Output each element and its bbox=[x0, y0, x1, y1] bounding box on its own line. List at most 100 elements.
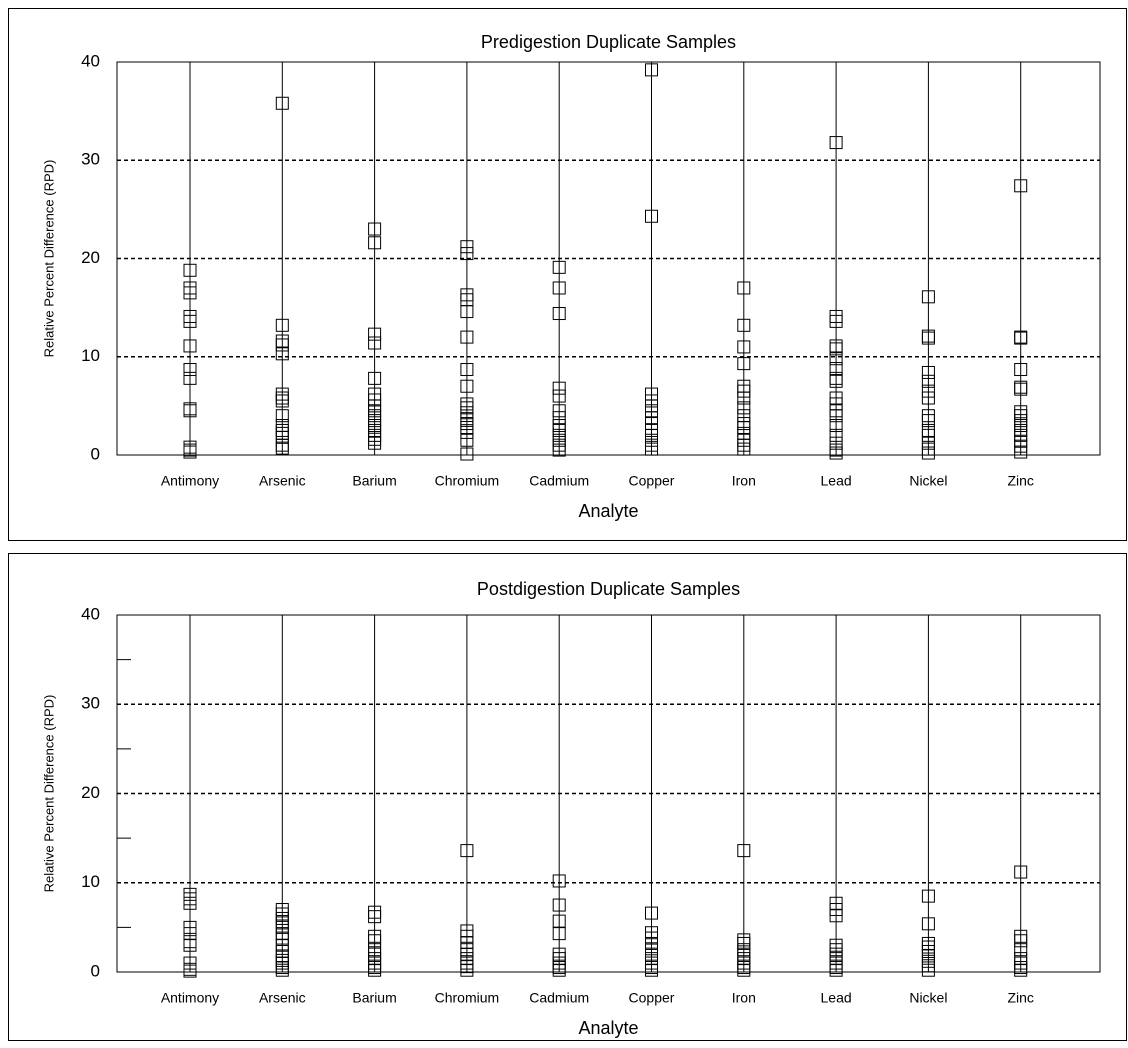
x-axis-label: Analyte bbox=[578, 1018, 638, 1038]
y-axis-label: Relative Percent Difference (RPD) bbox=[41, 695, 56, 893]
point bbox=[183, 371, 197, 385]
point bbox=[460, 425, 474, 439]
x-tick-label: Iron bbox=[732, 990, 756, 1006]
x-tick-label: Arsenic bbox=[259, 473, 306, 489]
point bbox=[183, 445, 197, 459]
point bbox=[183, 339, 197, 353]
point bbox=[275, 347, 289, 361]
point bbox=[183, 363, 197, 377]
point bbox=[552, 381, 566, 395]
point bbox=[737, 963, 751, 977]
point bbox=[275, 394, 289, 408]
y-tick-label: 0 bbox=[91, 444, 100, 463]
point bbox=[737, 442, 751, 456]
point bbox=[1014, 179, 1028, 193]
point bbox=[921, 384, 935, 398]
point bbox=[645, 906, 658, 920]
point bbox=[368, 934, 382, 948]
point bbox=[552, 389, 566, 403]
point bbox=[737, 318, 751, 332]
x-tick-label: Cadmium bbox=[529, 990, 589, 1006]
x-tick-label: Barium bbox=[352, 473, 396, 489]
point bbox=[921, 290, 935, 304]
point bbox=[460, 305, 474, 319]
point bbox=[921, 889, 935, 903]
point bbox=[460, 447, 474, 461]
point bbox=[460, 379, 474, 393]
point bbox=[552, 260, 566, 274]
point bbox=[829, 963, 843, 977]
point bbox=[552, 404, 566, 418]
point bbox=[921, 963, 935, 977]
x-tick-label: Barium bbox=[352, 990, 396, 1006]
point bbox=[737, 401, 751, 415]
point bbox=[460, 363, 474, 377]
point bbox=[1014, 445, 1028, 459]
point bbox=[829, 342, 843, 356]
x-tick-label: Chromium bbox=[435, 990, 500, 1006]
point bbox=[552, 411, 566, 425]
x-tick-label: Nickel bbox=[909, 473, 947, 489]
y-tick-label: 0 bbox=[91, 961, 100, 980]
x-tick-label: Zinc bbox=[1007, 473, 1033, 489]
point bbox=[1014, 934, 1028, 948]
point bbox=[275, 96, 289, 110]
point bbox=[921, 446, 935, 460]
x-tick-label: Lead bbox=[821, 473, 852, 489]
point bbox=[275, 338, 289, 352]
point bbox=[552, 307, 566, 321]
point bbox=[275, 409, 289, 423]
y-tick-label: 40 bbox=[81, 51, 100, 70]
y-tick-label: 20 bbox=[81, 783, 100, 802]
point bbox=[829, 428, 843, 442]
plot-area bbox=[116, 61, 1101, 456]
point bbox=[737, 281, 751, 295]
point bbox=[552, 874, 566, 888]
point bbox=[460, 433, 474, 447]
point bbox=[829, 314, 843, 328]
point bbox=[829, 136, 843, 150]
point bbox=[829, 909, 843, 923]
point bbox=[829, 409, 843, 423]
point bbox=[921, 374, 935, 388]
point bbox=[368, 336, 382, 350]
point bbox=[829, 352, 843, 366]
point bbox=[275, 931, 289, 945]
point bbox=[275, 441, 289, 455]
point bbox=[829, 446, 843, 460]
panel-frame bbox=[8, 553, 1127, 1041]
point bbox=[552, 963, 566, 977]
chart-title: Predigestion Duplicate Samples bbox=[481, 32, 736, 52]
point bbox=[737, 391, 751, 405]
point bbox=[645, 63, 658, 77]
plot-area bbox=[116, 614, 1101, 973]
point bbox=[368, 910, 382, 924]
point bbox=[183, 896, 197, 910]
point bbox=[829, 362, 843, 376]
point bbox=[368, 222, 382, 236]
y-tick-label: 30 bbox=[81, 150, 100, 169]
point bbox=[183, 286, 197, 300]
point bbox=[183, 404, 197, 418]
x-axis-label: Analyte bbox=[578, 501, 638, 521]
x-tick-label: Antimony bbox=[161, 990, 219, 1006]
x-tick-label: Zinc bbox=[1007, 990, 1033, 1006]
point bbox=[1014, 963, 1028, 977]
point bbox=[552, 281, 566, 295]
x-tick-label: Lead bbox=[821, 990, 852, 1006]
point bbox=[1014, 382, 1028, 396]
point bbox=[275, 430, 289, 444]
chart-title: Postdigestion Duplicate Samples bbox=[477, 579, 740, 599]
point bbox=[275, 318, 289, 332]
x-tick-label: Cadmium bbox=[529, 473, 589, 489]
point bbox=[552, 927, 566, 941]
point bbox=[737, 357, 751, 371]
point bbox=[829, 419, 843, 433]
point bbox=[368, 236, 382, 250]
point bbox=[1014, 943, 1028, 957]
point bbox=[460, 247, 474, 261]
point bbox=[921, 391, 935, 405]
point bbox=[921, 917, 935, 931]
